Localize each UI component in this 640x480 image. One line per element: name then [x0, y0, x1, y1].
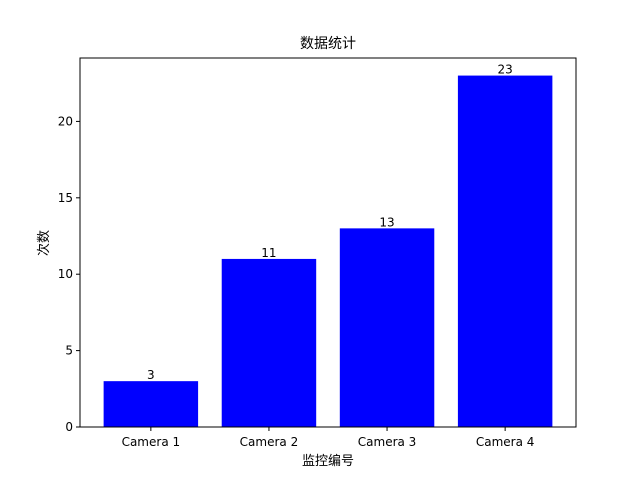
x-tick-label-3: Camera 3 — [358, 435, 417, 449]
plot-frame — [79, 57, 577, 428]
x-tick-label-1: Camera 1 — [122, 435, 181, 449]
x-axis-label: 监控编号 — [302, 454, 354, 469]
y-axis-label: 次数 — [36, 230, 52, 256]
bar-1 — [103, 381, 199, 427]
bar-2 — [221, 258, 317, 427]
y-tick-label-15: 15 — [58, 191, 73, 205]
data-label-1: 3 — [147, 368, 155, 382]
x-tick-label-2: Camera 2 — [240, 435, 299, 449]
chart-title: 数据统计 — [300, 36, 356, 52]
bar-3 — [339, 228, 435, 427]
bar-4 — [457, 75, 553, 428]
y-tick-label-0: 0 — [65, 420, 73, 434]
y-tick-label-20: 20 — [58, 114, 73, 128]
bars-layer: 3 11 13 23 — [103, 63, 553, 428]
data-label-2: 11 — [261, 246, 276, 260]
axes-layer: 0 5 10 15 20 Camera 1 Camera 2 Camera 3 Camera 4 — [58, 57, 577, 449]
y-tick-label-10: 10 — [58, 267, 73, 281]
x-tick-label-4: Camera 4 — [476, 435, 535, 449]
data-label-3: 13 — [379, 215, 394, 229]
y-tick-label-5: 5 — [65, 344, 73, 358]
data-label-4: 23 — [498, 63, 513, 77]
